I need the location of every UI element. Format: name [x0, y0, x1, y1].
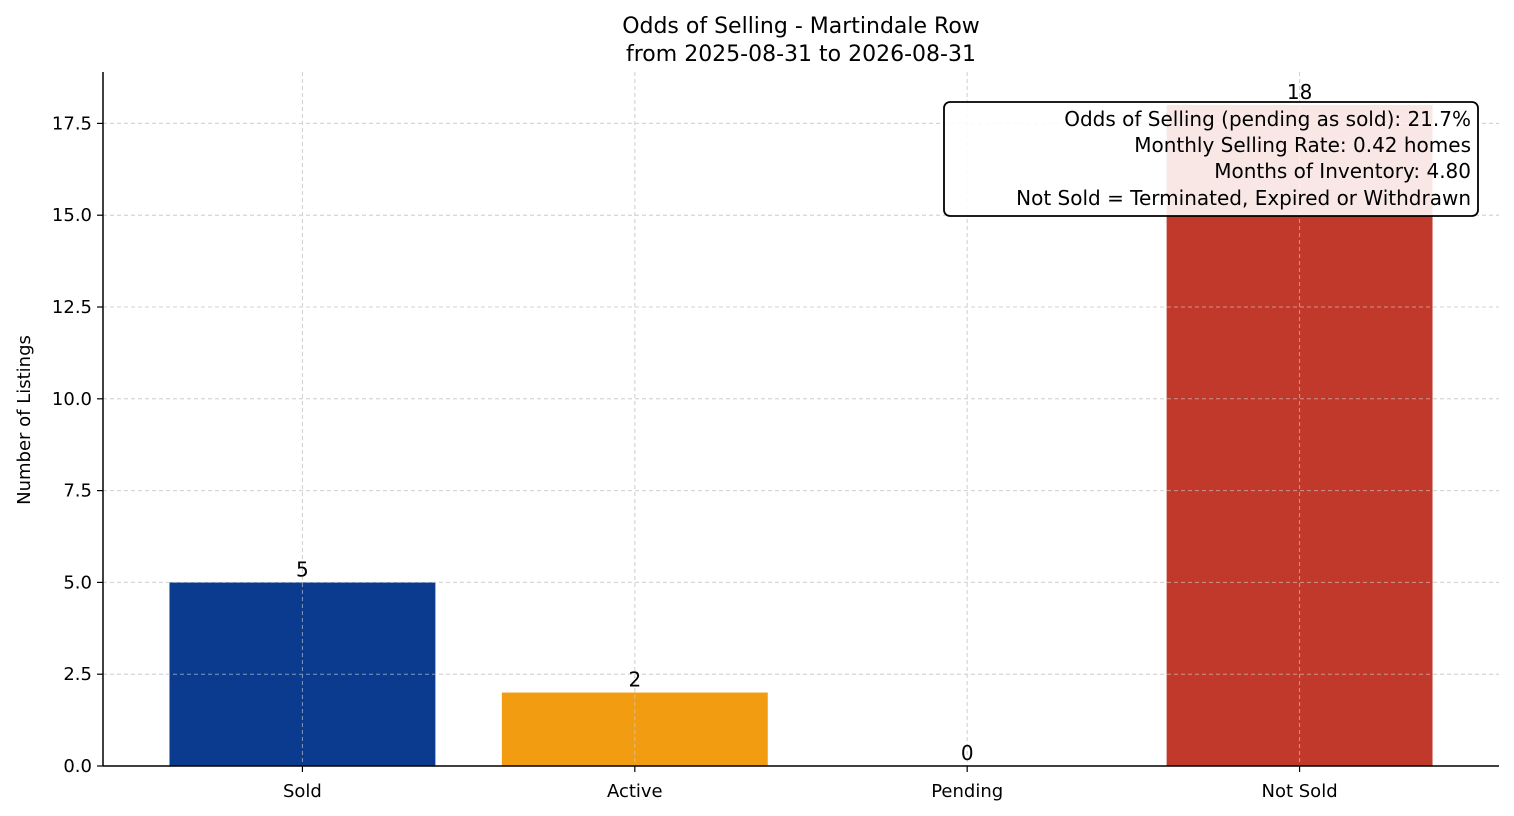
bar-value-label: 2: [628, 668, 641, 692]
y-tick-label: 12.5: [52, 297, 92, 318]
axes: [102, 72, 1499, 767]
x-tick-label: Sold: [283, 781, 322, 802]
bar-value-label: 18: [1287, 80, 1312, 104]
annotation-frame: [943, 101, 1479, 217]
bar-value-label: 5: [296, 557, 309, 581]
x-ticks: Sold Active Pending Not Sold: [283, 766, 1338, 802]
chart-title-line-1: Odds of Selling - Martindale Row: [622, 14, 980, 39]
y-ticks: 0.0 2.5 5.0 7.5 10.0 12.5 15.0 17.5: [52, 113, 103, 777]
y-axis-label: Number of Listings: [14, 335, 35, 505]
annotation-line-odds: Odds of Selling (pending as sold): 21.7%: [1064, 107, 1471, 131]
annotation-line-rate: Monthly Selling Rate: 0.42 homes: [1134, 133, 1471, 157]
y-tick-label: 0.0: [63, 756, 92, 777]
bar-data-labels: 5 2 0 18: [296, 80, 1312, 765]
y-tick-label: 10.0: [52, 389, 92, 410]
y-tick-label: 15.0: [52, 205, 92, 226]
annotation-box: Odds of Selling (pending as sold): 21.7%…: [943, 101, 1479, 217]
chart-title-line-2: from 2025-08-31 to 2026-08-31: [626, 42, 976, 67]
x-tick-label: Not Sold: [1262, 781, 1338, 802]
y-tick-label: 17.5: [52, 113, 92, 134]
annotation-line-inventory: Months of Inventory: 4.80: [1214, 159, 1471, 183]
y-tick-label: 7.5: [63, 481, 92, 502]
annotation-line-definition: Not Sold = Terminated, Expired or Withdr…: [1016, 186, 1471, 210]
bar-value-label: 0: [961, 741, 974, 765]
x-tick-label: Pending: [931, 781, 1003, 802]
y-tick-label: 5.0: [63, 572, 92, 593]
y-tick-label: 2.5: [63, 664, 92, 685]
chart-title: Odds of Selling - Martindale Row from 20…: [622, 14, 980, 67]
x-tick-label: Active: [607, 781, 663, 802]
